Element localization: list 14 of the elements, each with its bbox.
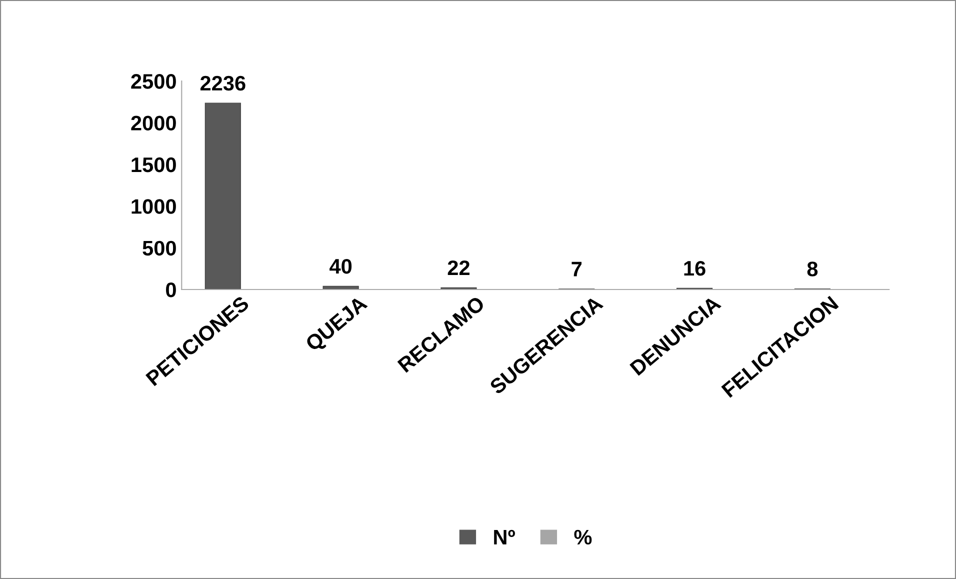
data-label: 16: [684, 260, 706, 276]
data-label: 22: [448, 260, 470, 276]
data-label: 2236: [200, 76, 246, 91]
y-tick-label: 1000: [132, 199, 176, 214]
legend-label: %: [574, 530, 592, 545]
data-label: 7: [572, 262, 582, 276]
y-tick-label: 2000: [131, 116, 176, 130]
y-tick-label: 500: [142, 240, 176, 256]
y-tick-label: 1500: [132, 157, 176, 172]
data-label: 8: [807, 262, 818, 276]
legend-label: Nº: [494, 530, 516, 544]
y-tick-label: 0: [166, 282, 176, 298]
data-label: 40: [330, 258, 352, 274]
y-tick-label: 2500: [131, 74, 176, 89]
